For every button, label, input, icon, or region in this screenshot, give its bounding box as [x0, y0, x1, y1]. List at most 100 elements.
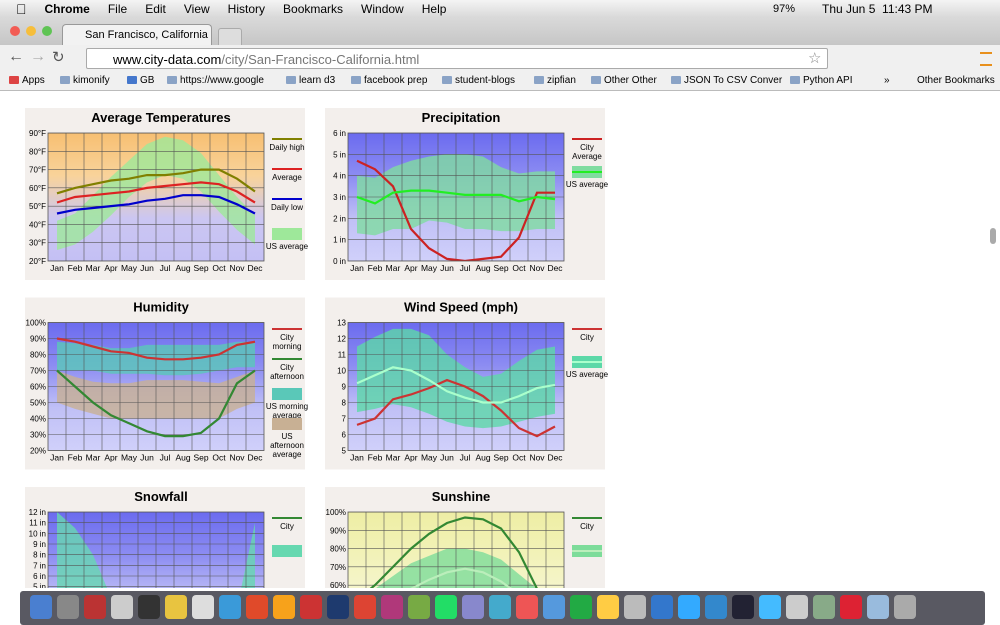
x-tick-label: Nov: [229, 263, 245, 273]
dock-icon[interactable]: [732, 595, 754, 619]
bookmark[interactable]: https://www.google: [180, 75, 264, 86]
menu-button[interactable]: [980, 52, 992, 66]
dock-icon[interactable]: [354, 595, 376, 619]
dock-icon[interactable]: [84, 595, 106, 619]
line: [56, 337, 256, 361]
legend-label: US afternoon average: [270, 431, 304, 459]
bookmark[interactable]: Python API: [803, 75, 853, 86]
menu-item[interactable]: Help: [411, 2, 447, 16]
dock-icon[interactable]: [30, 595, 52, 619]
dock-icon[interactable]: [57, 595, 79, 619]
reload-button[interactable]: ↻: [52, 49, 65, 66]
x-tick-label: Nov: [529, 263, 545, 273]
bookmark[interactable]: Apps: [22, 75, 45, 86]
y-tick-label: 2 in: [333, 214, 346, 223]
minimize-button[interactable]: [26, 26, 36, 36]
close-button[interactable]: [10, 26, 20, 36]
bookmark[interactable]: zipfian: [547, 75, 576, 86]
y-tick-label: 1 in: [333, 236, 346, 245]
dock-icon[interactable]: [408, 595, 430, 619]
y-tick-label: 20%: [30, 447, 46, 456]
legend-label: City afternoon: [270, 362, 304, 381]
menu-item[interactable]: File: [97, 2, 127, 16]
x-tick-label: Dec: [247, 453, 263, 463]
menu-item[interactable]: Window: [350, 2, 404, 16]
dock-icon[interactable]: [705, 595, 727, 619]
apple-menu[interactable]: : [16, 1, 27, 17]
bookmark[interactable]: Other Other: [604, 75, 657, 86]
dock-icon[interactable]: [678, 595, 700, 619]
dock-icon[interactable]: [327, 595, 349, 619]
tab-title: San Francisco, California (C: [85, 29, 212, 41]
legend-label: City: [280, 522, 294, 531]
battery[interactable]: 97%: [773, 3, 796, 15]
dock-icon[interactable]: [489, 595, 511, 619]
dock-icon[interactable]: [165, 595, 187, 619]
menu-bar:  Chrome File Edit View History Bookmark…: [0, 0, 1000, 18]
dock-icon[interactable]: [786, 595, 808, 619]
dock-icon[interactable]: [516, 595, 538, 619]
y-tick-label: 60°F: [29, 184, 46, 193]
bookmark[interactable]: Other Bookmarks: [917, 75, 995, 86]
line: [369, 516, 538, 588]
bookmark[interactable]: kimonify: [73, 75, 110, 86]
dock-icon[interactable]: [867, 595, 889, 619]
new-tab[interactable]: [218, 28, 242, 45]
dock-icon[interactable]: [894, 595, 916, 619]
dock-icon[interactable]: [597, 595, 619, 619]
bookmark[interactable]: »: [884, 75, 890, 86]
menu-item[interactable]: Bookmarks: [272, 2, 343, 16]
tab[interactable]: San Francisco, California (C: [62, 24, 212, 45]
dock-icon[interactable]: [111, 595, 133, 619]
dock-icon[interactable]: [192, 595, 214, 619]
bookmark[interactable]: JSON To CSV Conver: [684, 75, 783, 86]
legend-item: US afternoon average: [265, 417, 309, 459]
menu-item[interactable]: Edit: [134, 2, 166, 16]
dock-icon[interactable]: [651, 595, 673, 619]
legend-label: US average: [265, 242, 309, 251]
clock[interactable]: Thu Jun 5 11:43 PM: [822, 2, 933, 16]
legend-swatch: [572, 355, 602, 368]
bookmark-icon: [442, 76, 452, 84]
legend-line: [572, 360, 602, 363]
legend-swatch: [272, 168, 302, 170]
dock-icon[interactable]: [435, 595, 457, 619]
menu-item[interactable]: History: [217, 2, 265, 16]
dock-icon[interactable]: [138, 595, 160, 619]
dock-icon[interactable]: [624, 595, 646, 619]
y-tick-label: 80%: [330, 545, 346, 554]
plot-area: [348, 133, 564, 261]
dock-icon[interactable]: [273, 595, 295, 619]
bookmark[interactable]: learn d3: [299, 75, 336, 86]
bookmark-star[interactable]: ☆: [808, 50, 822, 67]
dock-icon[interactable]: [570, 595, 592, 619]
line: [356, 159, 555, 261]
y-tick-label: 100%: [26, 319, 46, 328]
bookmark[interactable]: GB: [140, 75, 155, 86]
bookmark[interactable]: facebook prep: [364, 75, 428, 86]
dock-icon[interactable]: [813, 595, 835, 619]
forward-button[interactable]: →: [30, 48, 46, 65]
x-tick-label: Jun: [140, 263, 154, 273]
x-tick-label: Nov: [229, 453, 245, 463]
zoom-button[interactable]: [42, 26, 52, 36]
dock-icon[interactable]: [300, 595, 322, 619]
dock-icon[interactable]: [759, 595, 781, 619]
menu-item[interactable]: View: [173, 2, 210, 16]
dock-icon[interactable]: [381, 595, 403, 619]
band: [57, 136, 255, 250]
bookmark[interactable]: student-blogs: [455, 75, 516, 86]
address-bar[interactable]: www.city-data.com/city/San-Francisco-Cal…: [86, 48, 828, 69]
x-tick-label: Feb: [368, 453, 383, 463]
dock-icon[interactable]: [219, 595, 241, 619]
chart-title: Sunshine: [432, 489, 491, 504]
dock-icon[interactable]: [543, 595, 565, 619]
app-menu[interactable]: Chrome: [34, 2, 90, 16]
dock-icon[interactable]: [462, 595, 484, 619]
url-host: www.city-data.com: [113, 52, 222, 67]
dock-icon[interactable]: [840, 595, 862, 619]
legend-label: US morning average: [265, 401, 309, 420]
scrollbar-thumb[interactable]: [990, 228, 996, 244]
back-button[interactable]: ←: [8, 48, 24, 65]
dock-icon[interactable]: [246, 595, 268, 619]
